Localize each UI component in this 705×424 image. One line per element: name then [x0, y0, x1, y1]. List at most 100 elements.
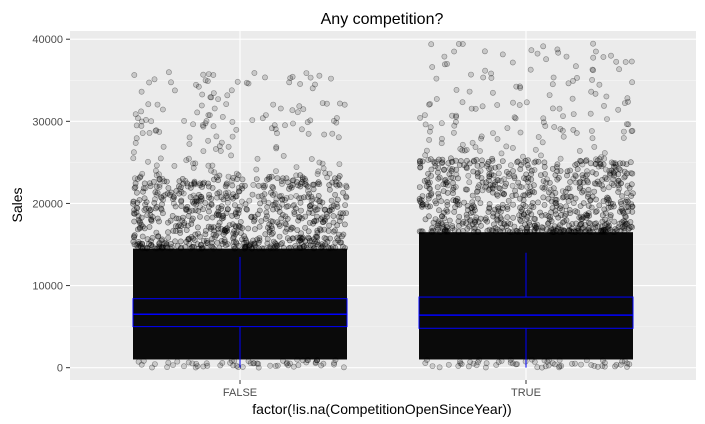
data-point [138, 123, 145, 129]
data-point [444, 201, 451, 208]
data-point [502, 183, 508, 190]
data-point [434, 222, 441, 229]
data-point [304, 119, 311, 126]
data-point [418, 197, 425, 203]
data-point [555, 224, 562, 231]
data-point [209, 214, 216, 221]
data-point [621, 128, 627, 135]
data-point [531, 182, 537, 189]
data-point [540, 194, 547, 201]
data-point [170, 196, 176, 202]
data-point [550, 74, 557, 81]
data-point [544, 358, 551, 365]
data-point [131, 218, 138, 225]
data-point [452, 204, 458, 210]
data-point [233, 240, 240, 247]
data-point [270, 238, 277, 245]
data-point [619, 219, 625, 226]
data-point [538, 172, 544, 178]
data-point [628, 170, 634, 176]
data-point [330, 219, 337, 226]
data-point [174, 358, 181, 365]
data-point [195, 198, 202, 204]
data-point [239, 176, 246, 183]
data-point [620, 160, 626, 167]
y-tick-label: 10000 [32, 281, 63, 293]
data-point [430, 158, 437, 165]
data-point [457, 158, 464, 164]
data-point [480, 74, 487, 81]
data-point [485, 158, 492, 165]
data-point [262, 182, 268, 189]
data-point [427, 101, 433, 107]
data-point [532, 146, 539, 153]
data-point [466, 223, 473, 230]
data-point [622, 59, 629, 65]
data-point [542, 123, 549, 129]
data-point [625, 98, 631, 105]
y-tick-label: 40000 [32, 34, 63, 46]
data-point [339, 243, 346, 250]
data-point [611, 229, 618, 235]
data-point [274, 130, 280, 137]
data-point [493, 362, 500, 368]
data-point [317, 198, 323, 205]
data-point [258, 192, 265, 199]
data-point [602, 359, 608, 366]
data-point [200, 148, 207, 154]
data-point [230, 362, 237, 369]
data-point [140, 357, 147, 364]
data-point [336, 161, 343, 167]
data-point [511, 114, 518, 121]
data-point [460, 218, 467, 225]
data-point [326, 182, 333, 188]
data-point [422, 360, 429, 366]
data-point [477, 200, 484, 206]
data-point [438, 198, 445, 205]
data-point [176, 190, 183, 197]
data-point [157, 155, 164, 162]
data-point [450, 175, 456, 181]
data-point [437, 229, 444, 235]
data-point [205, 208, 212, 215]
data-point [195, 230, 201, 237]
data-point [211, 169, 218, 176]
data-point [205, 71, 212, 77]
data-point [194, 224, 201, 231]
data-point [148, 118, 155, 125]
data-point [596, 81, 603, 88]
data-point [233, 126, 240, 133]
data-point [589, 135, 596, 142]
data-point [512, 192, 519, 198]
data-point [601, 206, 608, 213]
data-point [601, 150, 608, 156]
data-point [504, 125, 511, 132]
data-point [548, 218, 555, 225]
data-point [422, 121, 429, 128]
data-point [608, 204, 614, 210]
data-point [204, 362, 211, 369]
data-point [455, 218, 462, 225]
data-point [262, 231, 269, 238]
data-point [477, 215, 484, 222]
data-point [541, 185, 548, 192]
data-point [553, 200, 559, 207]
data-point [165, 234, 172, 241]
data-point [490, 213, 497, 220]
data-point [189, 215, 196, 222]
data-point [581, 228, 588, 235]
data-point [336, 181, 342, 188]
data-point [600, 161, 607, 168]
data-point [200, 363, 207, 370]
data-point [514, 159, 520, 166]
data-point [499, 158, 506, 164]
data-point [287, 75, 294, 81]
data-point [327, 235, 333, 242]
data-point [343, 182, 349, 189]
data-point [308, 156, 315, 162]
data-point [283, 360, 290, 367]
data-point [595, 363, 601, 370]
data-point [230, 191, 237, 198]
data-point [151, 76, 158, 83]
data-point [459, 228, 466, 234]
